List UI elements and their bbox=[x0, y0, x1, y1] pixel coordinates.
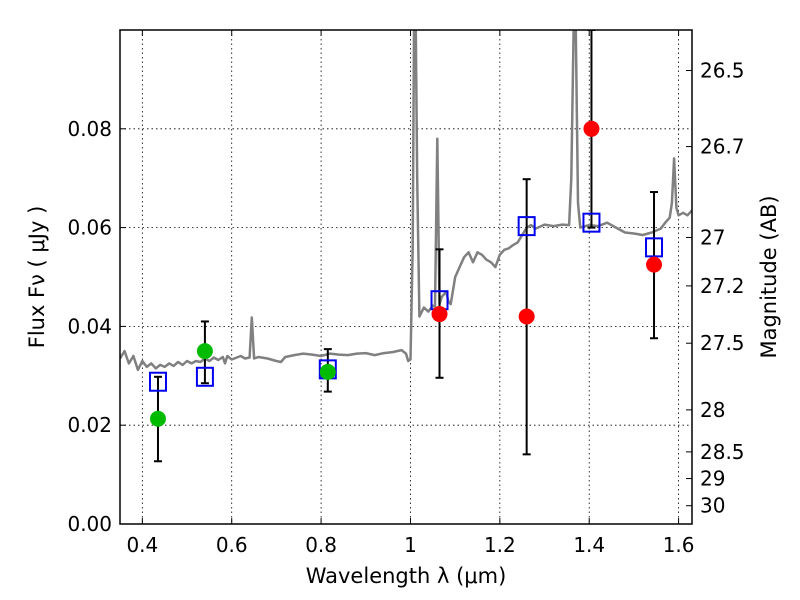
data-layer bbox=[120, 30, 692, 463]
y-axis-label: Flux Fν ( μJy ) bbox=[25, 206, 49, 349]
y2-tick-label: 26.5 bbox=[700, 59, 745, 83]
photometry-dot bbox=[583, 120, 600, 137]
model-square-marker bbox=[645, 237, 664, 258]
y-tick-label: 0.00 bbox=[67, 512, 112, 536]
model-square-marker bbox=[517, 216, 536, 237]
x-tick-label: 1.2 bbox=[484, 533, 516, 557]
model-square-marker bbox=[582, 212, 601, 233]
photometry-dot bbox=[149, 410, 166, 427]
x-tick-label: 1.4 bbox=[573, 533, 605, 557]
x-tick-label: 0.6 bbox=[216, 533, 248, 557]
y2-tick-label: 27 bbox=[700, 225, 725, 249]
y-tick-label: 0.02 bbox=[67, 413, 112, 437]
model-square-marker bbox=[148, 371, 167, 392]
photometry-dot bbox=[196, 343, 213, 360]
y2-axis-label: Magnitude (AB) bbox=[757, 195, 781, 358]
y2-tick-label: 28 bbox=[700, 398, 725, 422]
y2-tick-label: 27.2 bbox=[700, 274, 745, 298]
x-tick-label: 1.6 bbox=[663, 533, 695, 557]
model-square-marker bbox=[195, 366, 214, 387]
photometry-dot bbox=[518, 308, 535, 325]
y2-tick-label: 30 bbox=[700, 494, 725, 518]
photometry-dot bbox=[646, 256, 663, 273]
y2-tick-label: 26.7 bbox=[700, 135, 745, 159]
y2-tick-label: 29 bbox=[700, 467, 725, 491]
y2-tick-label: 28.5 bbox=[700, 440, 745, 464]
y2-tick-label: 27.5 bbox=[700, 331, 745, 355]
plot-frame bbox=[119, 29, 693, 525]
y-tick-label: 0.06 bbox=[67, 216, 112, 240]
x-tick-label: 0.4 bbox=[126, 533, 158, 557]
x-tick-label: 0.8 bbox=[305, 533, 337, 557]
y-tick-label: 0.08 bbox=[67, 117, 112, 141]
grid bbox=[120, 30, 692, 524]
photometry-dot bbox=[431, 306, 448, 323]
y-tick-label: 0.04 bbox=[67, 314, 112, 338]
photometry-dot bbox=[319, 363, 336, 380]
x-axis-label: Wavelength λ (μm) bbox=[306, 564, 507, 588]
x-tick-label: 1 bbox=[404, 533, 417, 557]
ticks: 0.4 0.6 0.8 1 1.2 1.4 1.6 0.00 0.02 0.04 0.06 0.08 2… bbox=[67, 30, 745, 557]
